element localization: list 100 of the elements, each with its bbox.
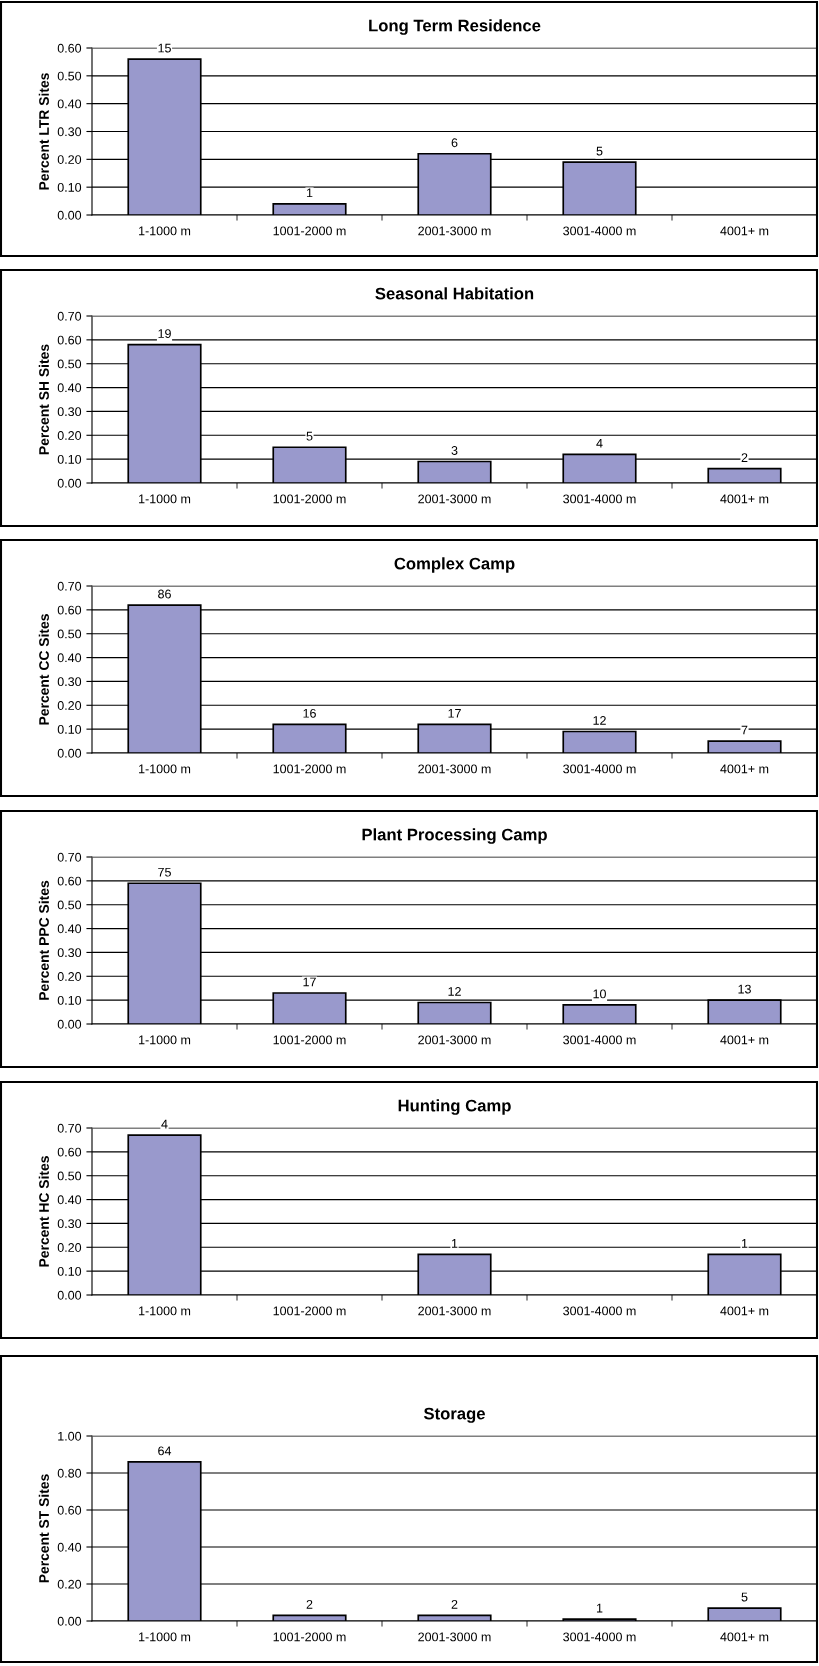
x-tick-label: 1-1000 m — [139, 1306, 191, 1316]
y-tick-label: 0.60 — [57, 605, 82, 615]
annotation: 17 — [303, 977, 316, 987]
chart-title: Seasonal Habitation — [375, 287, 534, 300]
y-tick-label: 0.60 — [57, 335, 82, 345]
annotation: 12 — [593, 716, 606, 725]
x-tick-label: 1001-2000 m — [273, 1306, 346, 1316]
y-tick-label: 0.10 — [57, 724, 82, 734]
annotation: 86 — [158, 589, 171, 599]
y-tick-label: 0.20 — [57, 155, 82, 164]
y-tick-label: 0.10 — [57, 1266, 82, 1276]
y-tick-label: 0.10 — [57, 454, 82, 464]
x-tick-label: 3001-4000 m — [563, 494, 636, 504]
y-tick-label: 0.30 — [57, 948, 82, 958]
y-tick-label: 0.00 — [57, 1616, 82, 1626]
annotation: 4 — [596, 439, 603, 448]
y-tick-label: 0.40 — [57, 1195, 82, 1205]
y-tick-label: 0.40 — [57, 924, 82, 934]
x-tick-label: 2001-3000 m — [418, 1035, 491, 1045]
annotation: 2 — [306, 1599, 313, 1609]
annotation: 2 — [741, 453, 748, 462]
annotation: 1 — [306, 188, 313, 198]
x-tick-label: 4001+ m — [720, 1306, 769, 1316]
y-tick-label: 0.50 — [57, 900, 82, 910]
y-tick-label: 0.30 — [57, 677, 82, 687]
y-tick-label: 0.00 — [57, 1019, 82, 1029]
y-tick-label: 0.20 — [57, 1243, 82, 1252]
y-tick-label: 0.70 — [57, 852, 82, 862]
x-tick-label: 2001-3000 m — [418, 1632, 491, 1642]
chart-title: Hunting Camp — [398, 1099, 511, 1115]
chart-title: Long Term Residence — [369, 19, 541, 35]
chart-title: Storage — [423, 1407, 485, 1423]
y-axis-title: Percent HC Sites — [38, 1156, 49, 1267]
y-axis-title: Percent PPC Sites — [38, 880, 49, 1000]
y-tick-label: 0.60 — [57, 1505, 82, 1515]
y-tick-label: 0.70 — [57, 581, 82, 591]
x-tick-label: 1001-2000 m — [273, 1035, 346, 1045]
y-tick-label: 0.60 — [57, 1147, 82, 1157]
x-tick-label: 3001-4000 m — [563, 1306, 636, 1316]
x-tick-label: 1-1000 m — [139, 494, 191, 504]
annotation: 10 — [593, 989, 606, 999]
x-tick-label: 1001-2000 m — [273, 1632, 346, 1642]
x-tick-label: 4001+ m — [720, 1632, 769, 1642]
y-tick-label: 0.40 — [57, 653, 82, 663]
y-tick-label: 0.00 — [57, 748, 82, 758]
y-tick-label: 0.40 — [57, 383, 82, 393]
annotation: 75 — [158, 867, 171, 877]
y-tick-label: 0.00 — [57, 478, 82, 488]
annotation: 1 — [741, 1239, 748, 1248]
y-tick-label: 0.60 — [57, 43, 82, 53]
x-tick-label: 4001+ m — [720, 494, 769, 504]
y-tick-label: 0.20 — [57, 1579, 82, 1589]
annotation: 2 — [451, 1599, 458, 1609]
x-tick-label: 3001-4000 m — [563, 226, 636, 236]
y-tick-label: 0.50 — [57, 359, 82, 369]
x-tick-label: 1-1000 m — [139, 764, 191, 774]
x-tick-label: 1001-2000 m — [273, 764, 346, 774]
x-tick-label: 4001+ m — [720, 1035, 769, 1045]
x-tick-label: 1001-2000 m — [273, 226, 346, 236]
annotation: 7 — [741, 725, 748, 735]
y-tick-label: 0.30 — [57, 1219, 82, 1229]
y-tick-label: 0.10 — [57, 182, 82, 192]
annotation: 6 — [451, 138, 458, 148]
annotation: 1 — [451, 1239, 458, 1248]
y-tick-label: 0.00 — [57, 210, 82, 220]
x-tick-label: 3001-4000 m — [563, 1632, 636, 1642]
y-tick-label: 0.00 — [57, 1290, 82, 1300]
annotation: 12 — [448, 987, 461, 996]
y-tick-label: 0.70 — [57, 311, 82, 321]
x-tick-label: 1001-2000 m — [273, 494, 346, 504]
y-tick-label: 0.80 — [57, 1468, 82, 1478]
y-tick-label: 0.20 — [57, 431, 82, 440]
x-tick-label: 2001-3000 m — [418, 494, 491, 504]
x-tick-label: 4001+ m — [720, 764, 769, 774]
y-tick-label: 0.50 — [57, 629, 82, 639]
annotation: 19 — [158, 329, 171, 338]
x-tick-label: 1-1000 m — [139, 1632, 191, 1642]
y-tick-label: 0.20 — [57, 701, 82, 710]
x-tick-label: 2001-3000 m — [418, 764, 491, 774]
annotation: 64 — [158, 1446, 172, 1456]
x-tick-label: 3001-4000 m — [563, 764, 636, 774]
x-tick-label: 1-1000 m — [139, 1035, 191, 1045]
annotation: 5 — [306, 431, 313, 441]
y-tick-label: 0.50 — [57, 1171, 82, 1181]
y-tick-label: 1.00 — [58, 1431, 82, 1441]
y-tick-label: 0.30 — [57, 407, 82, 417]
chart-title: Complex Camp — [394, 557, 515, 573]
annotation: 15 — [158, 43, 171, 53]
annotation: 13 — [738, 984, 751, 994]
y-tick-label: 0.40 — [57, 1542, 82, 1552]
annotation: 1 — [596, 1603, 603, 1613]
annotation: 5 — [596, 146, 603, 156]
y-axis-title: Percent CC Sites — [38, 614, 49, 725]
y-axis-title: Percent SH Sites — [38, 344, 49, 455]
y-tick-label: 0.70 — [57, 1123, 82, 1133]
x-tick-label: 1-1000 m — [139, 226, 191, 236]
annotation: 3 — [451, 446, 458, 455]
y-tick-label: 0.60 — [57, 876, 82, 886]
x-tick-label: 2001-3000 m — [418, 226, 491, 236]
annotation: 5 — [741, 1592, 748, 1602]
